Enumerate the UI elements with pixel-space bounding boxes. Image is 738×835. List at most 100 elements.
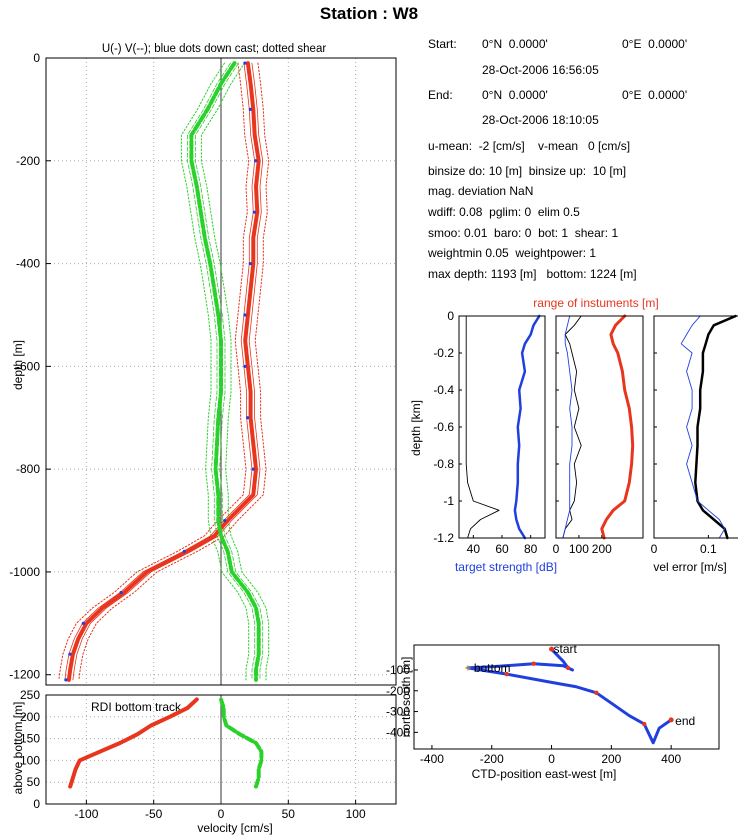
range-series-line bbox=[562, 315, 573, 539]
y-tick-label: 100 bbox=[20, 753, 40, 767]
ctd-y-label: north-south [m] bbox=[399, 657, 413, 738]
bottom-annotation: bottom bbox=[474, 661, 511, 675]
y-tick-label: 200 bbox=[20, 710, 40, 724]
y-tick-label: -400 bbox=[16, 257, 40, 271]
start-label: Start: bbox=[428, 37, 457, 51]
x-tick-label: 200 bbox=[601, 752, 621, 766]
x-tick-label: 100 bbox=[346, 807, 366, 821]
downcast-dot bbox=[68, 652, 72, 656]
x-tick-label: -100 bbox=[74, 807, 98, 821]
range-panel-axes bbox=[555, 315, 644, 539]
y-tick-label: -600 bbox=[16, 359, 40, 373]
start-marker bbox=[549, 646, 555, 652]
bottom-track-axes bbox=[45, 694, 397, 805]
x-tick-label: 400 bbox=[661, 752, 681, 766]
u-profile-line bbox=[66, 61, 261, 682]
profile-title: U(-) V(--); blue dots down cast; dotted … bbox=[102, 43, 327, 55]
velocity-x-label: velocity [cm/s] bbox=[197, 821, 272, 835]
y-tick-label: 0 bbox=[33, 797, 40, 811]
range-panel-axes bbox=[458, 315, 546, 539]
y-tick-label: -0.4 bbox=[433, 383, 454, 397]
track-marker bbox=[531, 661, 536, 666]
vel-error-x-label: vel error [m/s] bbox=[653, 560, 726, 574]
end-marker bbox=[668, 717, 674, 723]
x-tick-label: 80 bbox=[524, 542, 538, 556]
range-series-line bbox=[562, 315, 582, 539]
downcast-dot bbox=[119, 590, 123, 595]
v-shear-line bbox=[200, 62, 270, 681]
downcast-dot bbox=[182, 549, 186, 553]
range-title: range of instuments [m] bbox=[533, 296, 658, 310]
y-tick-label: -1200 bbox=[9, 668, 40, 682]
x-tick-label: 100 bbox=[569, 542, 589, 556]
downcast-dot bbox=[243, 61, 247, 65]
y-tick-label: 0 bbox=[447, 309, 454, 323]
track-marker bbox=[642, 721, 647, 727]
end-annotation: end bbox=[675, 714, 695, 728]
v-thin-line bbox=[187, 62, 256, 681]
y-tick-label: 0 bbox=[33, 51, 40, 65]
y-tick-label: 250 bbox=[20, 688, 40, 702]
profile-y-label: depth [m] bbox=[11, 340, 25, 390]
y-tick-label: -400 bbox=[386, 725, 410, 739]
x-tick-label: 50 bbox=[282, 807, 296, 821]
track-marker bbox=[565, 665, 571, 671]
info-line: smoo: 0.01 baro: 0 bot: 1 shear: 1 bbox=[428, 226, 619, 240]
start-time: 28-Oct-2006 16:56:05 bbox=[482, 63, 599, 77]
y-tick-label: -0.8 bbox=[433, 457, 454, 471]
y-tick-label: 50 bbox=[27, 775, 41, 789]
track-marker bbox=[594, 690, 599, 696]
y-tick-label: -200 bbox=[386, 684, 410, 698]
info-line: binsize do: 10 [m] binsize up: 10 [m] bbox=[428, 164, 627, 178]
y-tick-label: -1 bbox=[443, 494, 454, 508]
info-line: u-mean: -2 [cm/s] v-mean 0 [cm/s] bbox=[428, 139, 631, 153]
x-tick-label: 0 bbox=[553, 542, 560, 556]
x-tick-label: 0.1 bbox=[700, 542, 717, 556]
y-tick-label: -0.2 bbox=[433, 346, 454, 360]
y-tick-label: 150 bbox=[20, 732, 40, 746]
ctd-x-label: CTD-position east-west [m] bbox=[472, 767, 617, 781]
end-latitude: 0°N 0.0000' bbox=[482, 88, 548, 102]
start-latitude: 0°N 0.0000' bbox=[482, 37, 548, 51]
v-thin-line bbox=[195, 62, 264, 681]
downcast-dot bbox=[223, 518, 227, 523]
x-tick-label: 0 bbox=[218, 807, 225, 821]
y-tick-label: -1000 bbox=[9, 565, 40, 579]
y-tick-label: -200 bbox=[16, 154, 40, 168]
y-tick-label: -0.6 bbox=[433, 420, 454, 434]
downcast-dot bbox=[254, 159, 258, 163]
end-label: End: bbox=[428, 88, 453, 102]
downcast-dot bbox=[246, 416, 250, 420]
range-series-line bbox=[694, 314, 737, 540]
x-tick-label: 200 bbox=[592, 542, 612, 556]
bt-v-line bbox=[219, 697, 264, 789]
x-tick-label: 0 bbox=[548, 752, 555, 766]
bottom-marker: + bbox=[464, 661, 471, 675]
x-tick-label: -400 bbox=[420, 752, 444, 766]
info-line: max depth: 1193 [m] bottom: 1224 [m] bbox=[428, 267, 637, 281]
info-line: mag. deviation NaN bbox=[428, 184, 534, 198]
target-strength-x-label: target strength [dB] bbox=[455, 560, 557, 574]
start-longitude: 0°E 0.0000' bbox=[622, 37, 688, 51]
x-tick-label: 60 bbox=[495, 542, 509, 556]
range-series-line bbox=[680, 315, 726, 539]
y-tick-label: -100 bbox=[386, 663, 410, 677]
u-thin-line bbox=[64, 62, 256, 681]
station-title: Station : W8 bbox=[319, 4, 419, 23]
profile-axes bbox=[45, 57, 397, 686]
y-tick-label: -1.2 bbox=[433, 531, 454, 545]
info-line: wdiff: 0.08 pglim: 0 elim 0.5 bbox=[428, 205, 580, 219]
u-shear-line bbox=[58, 62, 250, 681]
bottom-track-y-label: above bottom [m] bbox=[11, 702, 25, 795]
start-annotation: start bbox=[554, 642, 578, 656]
range-series-line bbox=[465, 315, 500, 539]
x-tick-label: 40 bbox=[467, 542, 481, 556]
x-tick-label: -200 bbox=[480, 752, 504, 766]
x-tick-label: 0 bbox=[651, 542, 658, 556]
downcast-dot bbox=[81, 621, 85, 625]
v-shear-line bbox=[180, 62, 250, 681]
track-marker bbox=[504, 671, 509, 677]
u-thin-line bbox=[72, 62, 264, 681]
downcast-dot bbox=[248, 107, 252, 111]
